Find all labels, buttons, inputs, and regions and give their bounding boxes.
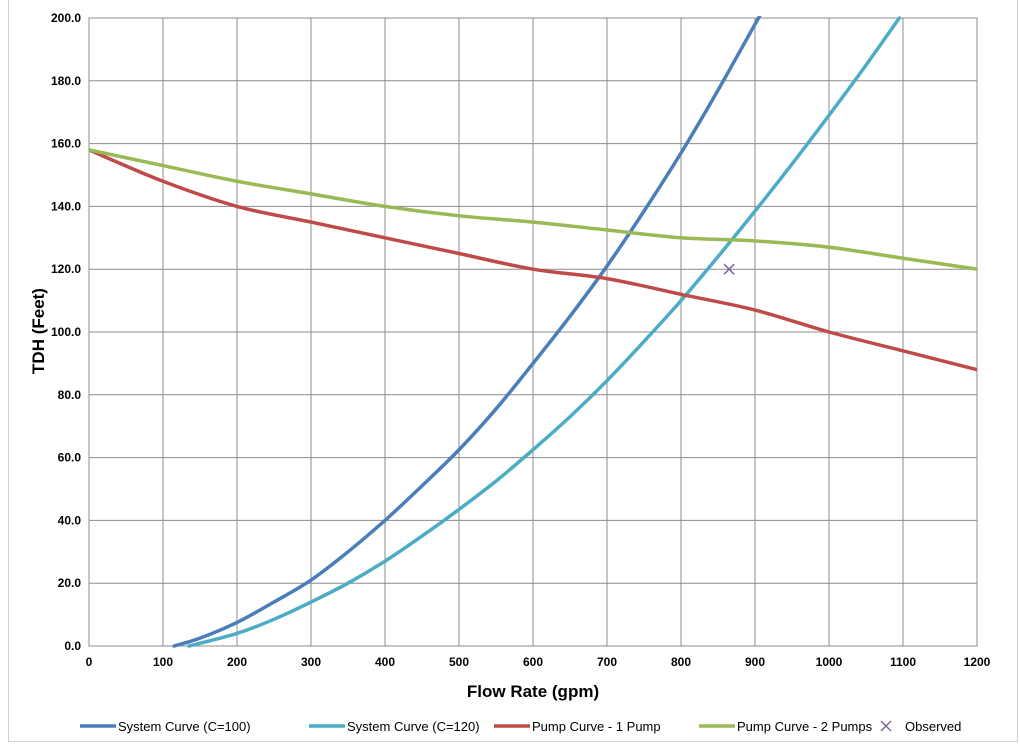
legend-label: Pump Curve - 2 Pumps bbox=[737, 719, 873, 734]
chart-svg: 0 100 200 300 400 500 600 700 800 900 1000 1100 1200… bbox=[29, 11, 991, 734]
y-tick-label: 0.0 bbox=[64, 639, 81, 653]
x-tick-label: 900 bbox=[745, 655, 765, 669]
x-tick-label: 1000 bbox=[816, 655, 843, 669]
x-tick-label: 400 bbox=[375, 655, 395, 669]
y-tick-label: 200.0 bbox=[51, 11, 81, 25]
series-point-observed bbox=[723, 263, 735, 275]
x-tick-label: 300 bbox=[301, 655, 321, 669]
x-tick-label: 200 bbox=[227, 655, 247, 669]
legend-label: Observed bbox=[905, 719, 961, 734]
legend-item-pump-curve-2-pumps: Pump Curve - 2 Pumps bbox=[699, 719, 873, 734]
y-tick-label: 20.0 bbox=[58, 576, 82, 590]
chart-frame: 0 100 200 300 400 500 600 700 800 900 1000 1100 1200… bbox=[8, 0, 1018, 742]
y-tick-label: 140.0 bbox=[51, 199, 81, 213]
y-tick-label: 40.0 bbox=[58, 513, 82, 527]
x-tick-label: 1200 bbox=[964, 655, 991, 669]
legend-swatch bbox=[880, 720, 892, 732]
y-tick-label: 80.0 bbox=[58, 388, 82, 402]
plot-area-border bbox=[88, 17, 978, 647]
legend-item-pump-curve-1-pump: Pump Curve - 1 Pump bbox=[494, 719, 661, 734]
legend-label: System Curve (C=100) bbox=[118, 719, 251, 734]
x-tick-label: 100 bbox=[153, 655, 173, 669]
y-tick-label: 100.0 bbox=[51, 325, 81, 339]
series-line-system-curve-c-100 bbox=[172, 16, 762, 648]
x-tick-label: 0 bbox=[86, 655, 93, 669]
x-tick-label: 1100 bbox=[890, 655, 916, 669]
y-tick-label: 60.0 bbox=[58, 451, 82, 465]
series-line-pump-curve-1-pump bbox=[89, 148, 977, 372]
legend: System Curve (C=100) System Curve (C=120)… bbox=[80, 719, 961, 734]
y-tick-label: 120.0 bbox=[51, 262, 81, 276]
legend-item-system-curve-c-120: System Curve (C=120) bbox=[309, 719, 480, 734]
legend-label: System Curve (C=120) bbox=[347, 719, 480, 734]
x-tick-label: 600 bbox=[523, 655, 543, 669]
y-axis-title: TDH (Feet) bbox=[29, 288, 48, 374]
x-tick-label: 800 bbox=[671, 655, 691, 669]
tick-layer: 0 100 200 300 400 500 600 700 800 900 1000 1100 1200… bbox=[51, 11, 991, 669]
legend-item-system-curve-c-100: System Curve (C=100) bbox=[80, 719, 251, 734]
y-tick-label: 160.0 bbox=[51, 137, 81, 151]
legend-item-observed: Observed bbox=[880, 719, 961, 734]
series-line-pump-curve-2-pumps bbox=[89, 148, 977, 271]
x-axis-title: Flow Rate (gpm) bbox=[467, 682, 599, 701]
series-line-system-curve-c-120 bbox=[187, 16, 902, 648]
y-tick-label: 180.0 bbox=[51, 74, 81, 88]
x-tick-label: 700 bbox=[597, 655, 617, 669]
grid-layer bbox=[88, 17, 978, 647]
series-layer bbox=[89, 16, 977, 648]
legend-label: Pump Curve - 1 Pump bbox=[532, 719, 661, 734]
x-tick-label: 500 bbox=[449, 655, 469, 669]
